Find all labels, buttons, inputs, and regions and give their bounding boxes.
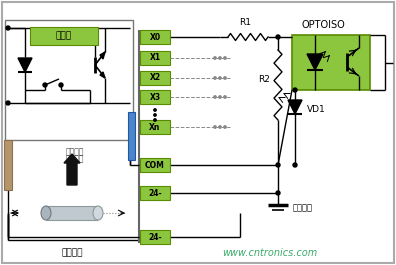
Bar — [292, 35, 370, 90]
Bar — [140, 30, 170, 44]
Text: X1: X1 — [149, 54, 160, 63]
Text: www.cntronics.com: www.cntronics.com — [223, 248, 318, 258]
Bar — [140, 71, 170, 85]
Bar — [140, 230, 170, 244]
Circle shape — [43, 83, 47, 87]
Circle shape — [154, 109, 156, 111]
Bar — [140, 158, 170, 172]
Bar — [140, 90, 170, 104]
Circle shape — [214, 96, 216, 98]
Text: X2: X2 — [149, 73, 160, 82]
Bar — [140, 186, 170, 200]
Polygon shape — [307, 54, 323, 70]
Text: 24-: 24- — [148, 232, 162, 241]
Circle shape — [219, 126, 221, 128]
Circle shape — [293, 163, 297, 167]
Circle shape — [59, 83, 63, 87]
Text: COM: COM — [145, 161, 165, 170]
Circle shape — [276, 35, 280, 39]
Polygon shape — [288, 100, 302, 114]
Circle shape — [224, 77, 226, 79]
Circle shape — [224, 57, 226, 59]
Bar — [128, 112, 135, 160]
Bar — [4, 140, 12, 190]
Text: X0: X0 — [149, 33, 160, 42]
Text: 接近开关: 接近开关 — [66, 154, 84, 164]
Circle shape — [214, 126, 216, 128]
Bar — [140, 120, 170, 134]
FancyArrow shape — [64, 154, 80, 185]
Circle shape — [219, 57, 221, 59]
Circle shape — [214, 77, 216, 79]
Text: X3: X3 — [149, 92, 160, 101]
Text: OPTOISO: OPTOISO — [302, 20, 346, 30]
Bar — [140, 51, 170, 65]
Ellipse shape — [93, 206, 103, 220]
Bar — [30, 27, 98, 45]
Polygon shape — [100, 72, 105, 78]
Circle shape — [154, 119, 156, 121]
Text: 主电路: 主电路 — [56, 32, 72, 41]
Text: 直流两线: 直流两线 — [66, 148, 84, 157]
Ellipse shape — [41, 206, 51, 220]
Circle shape — [224, 126, 226, 128]
Text: 内置电源: 内置电源 — [293, 204, 313, 213]
Polygon shape — [100, 52, 105, 59]
Polygon shape — [18, 58, 32, 72]
Circle shape — [154, 114, 156, 116]
Text: R1: R1 — [239, 18, 251, 27]
Circle shape — [219, 96, 221, 98]
Circle shape — [276, 191, 280, 195]
Text: R2: R2 — [258, 76, 270, 85]
Circle shape — [293, 88, 297, 92]
Circle shape — [276, 163, 280, 167]
Bar — [5, 20, 133, 140]
Text: VD1: VD1 — [307, 104, 326, 113]
Bar — [46, 206, 98, 220]
Circle shape — [224, 96, 226, 98]
Circle shape — [214, 57, 216, 59]
Text: 外置电源: 外置电源 — [61, 249, 83, 258]
Text: 24-: 24- — [148, 188, 162, 197]
Circle shape — [219, 77, 221, 79]
Text: Xn: Xn — [149, 122, 161, 131]
Circle shape — [6, 101, 10, 105]
Circle shape — [6, 26, 10, 30]
